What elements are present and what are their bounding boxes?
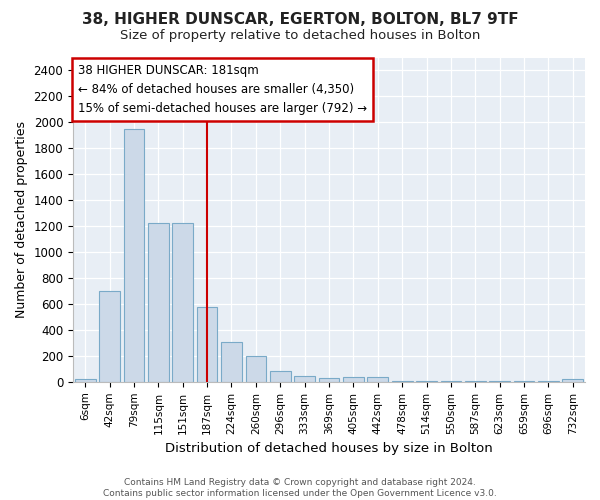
Bar	[490, 381, 510, 382]
Bar	[99, 291, 120, 382]
Bar	[294, 376, 315, 382]
Text: 38 HIGHER DUNSCAR: 181sqm
← 84% of detached houses are smaller (4,350)
15% of se: 38 HIGHER DUNSCAR: 181sqm ← 84% of detac…	[78, 64, 367, 115]
Bar	[367, 378, 388, 382]
Bar	[75, 379, 95, 382]
Bar	[172, 223, 193, 382]
Bar	[197, 307, 217, 382]
Bar	[514, 381, 535, 382]
Bar	[245, 356, 266, 382]
Bar	[440, 381, 461, 382]
Bar	[392, 381, 413, 382]
X-axis label: Distribution of detached houses by size in Bolton: Distribution of detached houses by size …	[165, 442, 493, 455]
Bar	[562, 379, 583, 382]
Bar	[148, 223, 169, 382]
Bar	[465, 381, 485, 382]
Bar	[124, 129, 145, 382]
Bar	[538, 381, 559, 382]
Text: 38, HIGHER DUNSCAR, EGERTON, BOLTON, BL7 9TF: 38, HIGHER DUNSCAR, EGERTON, BOLTON, BL7…	[82, 12, 518, 28]
Y-axis label: Number of detached properties: Number of detached properties	[15, 121, 28, 318]
Bar	[270, 372, 290, 382]
Bar	[221, 342, 242, 382]
Text: Size of property relative to detached houses in Bolton: Size of property relative to detached ho…	[120, 29, 480, 42]
Text: Contains HM Land Registry data © Crown copyright and database right 2024.
Contai: Contains HM Land Registry data © Crown c…	[103, 478, 497, 498]
Bar	[319, 378, 340, 382]
Bar	[416, 381, 437, 382]
Bar	[343, 378, 364, 382]
